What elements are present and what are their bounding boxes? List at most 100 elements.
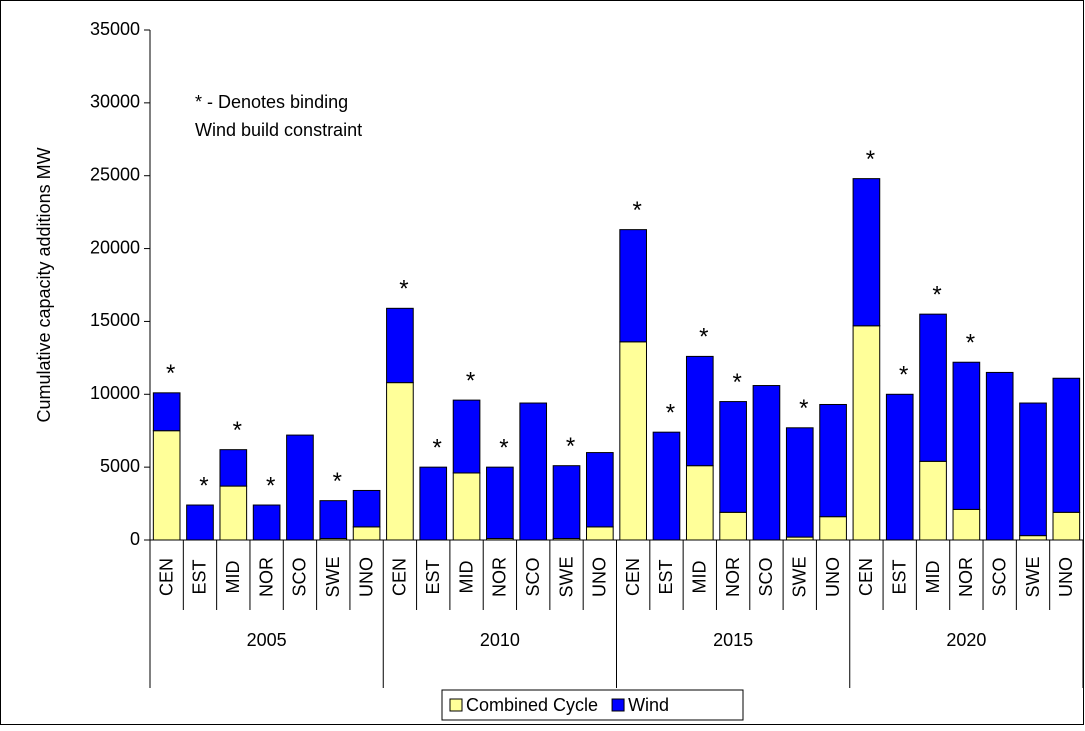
bar-segment xyxy=(852,325,881,541)
bar-segment xyxy=(252,504,281,541)
x-tick-label: NOR xyxy=(256,557,276,597)
bar-segment xyxy=(386,307,414,384)
bar-segment xyxy=(186,504,214,541)
x-tick-label: EST xyxy=(423,559,443,594)
annotation: Wind build constraint xyxy=(195,120,362,140)
bar-segment xyxy=(885,393,914,541)
bar-segment xyxy=(819,516,847,541)
binding-marker: * xyxy=(166,360,175,387)
bar-segment xyxy=(152,430,181,541)
x-tick-label: SWE xyxy=(323,556,343,597)
bar-segment xyxy=(452,399,481,474)
bar-segment xyxy=(152,392,181,432)
x-tick-label: SWE xyxy=(556,556,576,597)
bar-segment xyxy=(586,526,614,541)
bar-segment xyxy=(586,452,614,528)
bar-segment xyxy=(1052,511,1081,541)
bar-segment xyxy=(386,382,414,541)
x-tick-label: SCO xyxy=(756,557,776,596)
y-tick-label: 20000 xyxy=(90,237,140,257)
y-tick-label: 15000 xyxy=(90,310,140,330)
x-tick-label: MID xyxy=(690,561,710,594)
binding-marker: * xyxy=(333,468,342,495)
binding-marker: * xyxy=(399,276,408,303)
binding-marker: * xyxy=(632,197,641,224)
y-tick-label: 30000 xyxy=(90,92,140,112)
bar-segment xyxy=(1019,402,1047,537)
bar-segment xyxy=(486,466,514,540)
x-tick-label: SWE xyxy=(1023,556,1043,597)
y-tick-label: 0 xyxy=(130,529,140,549)
x-tick-label: UNO xyxy=(1056,557,1076,597)
legend-box xyxy=(441,689,744,721)
legend-swatch xyxy=(611,698,625,712)
binding-marker: * xyxy=(732,369,741,396)
group-label: 2020 xyxy=(946,630,986,650)
y-tick-label: 5000 xyxy=(100,456,140,476)
binding-marker: * xyxy=(799,395,808,422)
bar-segment xyxy=(352,526,381,541)
y-tick-label: 25000 xyxy=(90,164,140,184)
binding-marker: * xyxy=(433,434,442,461)
y-axis-title: Cumulative capacity additions MW xyxy=(34,147,54,422)
y-tick-label: 10000 xyxy=(90,383,140,403)
binding-marker: * xyxy=(566,433,575,460)
bar-segment xyxy=(552,465,581,540)
x-tick-label: UNO xyxy=(356,557,376,597)
x-tick-label: SCO xyxy=(989,557,1009,596)
binding-marker: * xyxy=(866,146,875,173)
binding-marker: * xyxy=(466,367,475,394)
x-tick-label: UNO xyxy=(823,557,843,597)
y-tick-label: 35000 xyxy=(90,19,140,39)
group-label: 2010 xyxy=(480,630,520,650)
bar-segment xyxy=(919,460,947,541)
x-tick-label: UNO xyxy=(590,557,610,597)
x-tick-label: NOR xyxy=(490,557,510,597)
x-tick-label: SWE xyxy=(790,556,810,597)
bar-segment xyxy=(952,361,981,510)
legend-label: Wind xyxy=(628,695,669,715)
bar-segment xyxy=(1019,535,1047,541)
x-tick-label: CEN xyxy=(623,558,643,596)
binding-marker: * xyxy=(499,434,508,461)
x-tick-label: MID xyxy=(923,561,943,594)
binding-marker: * xyxy=(699,324,708,351)
bar-segment xyxy=(219,449,248,487)
bar-segment xyxy=(952,508,981,541)
x-tick-label: CEN xyxy=(156,558,176,596)
bar-segment xyxy=(719,511,747,541)
legend-swatch xyxy=(449,698,463,712)
binding-marker: * xyxy=(966,330,975,357)
x-tick-label: SCO xyxy=(523,557,543,596)
bar-segment xyxy=(652,431,681,541)
x-tick-label: MID xyxy=(223,561,243,594)
x-tick-label: EST xyxy=(190,559,210,594)
x-tick-label: SCO xyxy=(290,557,310,596)
bar-segment xyxy=(685,465,714,541)
x-tick-label: NOR xyxy=(956,557,976,597)
group-label: 2015 xyxy=(713,630,753,650)
binding-marker: * xyxy=(899,362,908,389)
bar-segment xyxy=(286,434,314,541)
bar-segment xyxy=(419,466,448,541)
bar-segment xyxy=(919,313,947,462)
bar-segment xyxy=(752,385,781,541)
bar-segment xyxy=(1052,377,1081,513)
bar-segment xyxy=(685,355,714,467)
bar-segment xyxy=(852,178,881,327)
bar-segment xyxy=(519,402,548,541)
binding-marker: * xyxy=(932,281,941,308)
bar-segment xyxy=(319,500,348,540)
x-tick-label: CEN xyxy=(390,558,410,596)
bar-segment xyxy=(352,489,381,528)
binding-marker: * xyxy=(666,400,675,427)
binding-marker: * xyxy=(199,472,208,499)
bar-segment xyxy=(619,341,647,541)
binding-marker: * xyxy=(233,417,242,444)
bar-segment xyxy=(219,485,248,541)
x-tick-label: MID xyxy=(456,561,476,594)
bar-segment xyxy=(785,427,814,538)
x-tick-label: EST xyxy=(656,559,676,594)
bar-segment xyxy=(819,403,847,518)
